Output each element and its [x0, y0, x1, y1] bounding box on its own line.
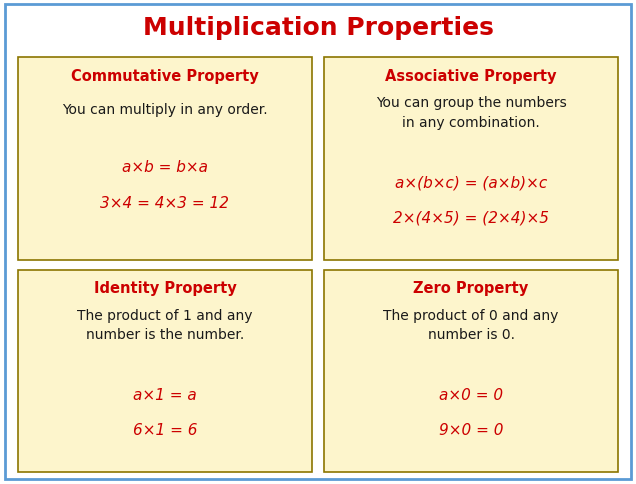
- Text: a×1 = a: a×1 = a: [133, 387, 197, 402]
- Text: Identity Property: Identity Property: [93, 280, 237, 295]
- Text: The product of 1 and any
number is the number.: The product of 1 and any number is the n…: [77, 308, 252, 342]
- FancyBboxPatch shape: [5, 5, 631, 479]
- Text: Associative Property: Associative Property: [385, 68, 556, 83]
- Text: The product of 0 and any
number is 0.: The product of 0 and any number is 0.: [384, 308, 558, 342]
- Text: Zero Property: Zero Property: [413, 280, 529, 295]
- Text: a×0 = 0: a×0 = 0: [439, 387, 503, 402]
- FancyBboxPatch shape: [18, 270, 312, 472]
- FancyBboxPatch shape: [18, 58, 312, 260]
- Text: 3×4 = 4×3 = 12: 3×4 = 4×3 = 12: [100, 195, 230, 210]
- Text: Commutative Property: Commutative Property: [71, 68, 259, 83]
- Text: a×b = b×a: a×b = b×a: [122, 160, 208, 175]
- Text: a×(b×c) = (a×b)×c: a×(b×c) = (a×b)×c: [395, 175, 547, 190]
- FancyBboxPatch shape: [324, 58, 618, 260]
- Text: 2×(4×5) = (2×4)×5: 2×(4×5) = (2×4)×5: [393, 210, 549, 225]
- Text: Multiplication Properties: Multiplication Properties: [142, 16, 494, 40]
- Text: You can group the numbers
in any combination.: You can group the numbers in any combina…: [376, 96, 567, 130]
- Text: 6×1 = 6: 6×1 = 6: [133, 422, 197, 437]
- Text: 9×0 = 0: 9×0 = 0: [439, 422, 503, 437]
- FancyBboxPatch shape: [324, 270, 618, 472]
- Text: You can multiply in any order.: You can multiply in any order.: [62, 103, 268, 117]
